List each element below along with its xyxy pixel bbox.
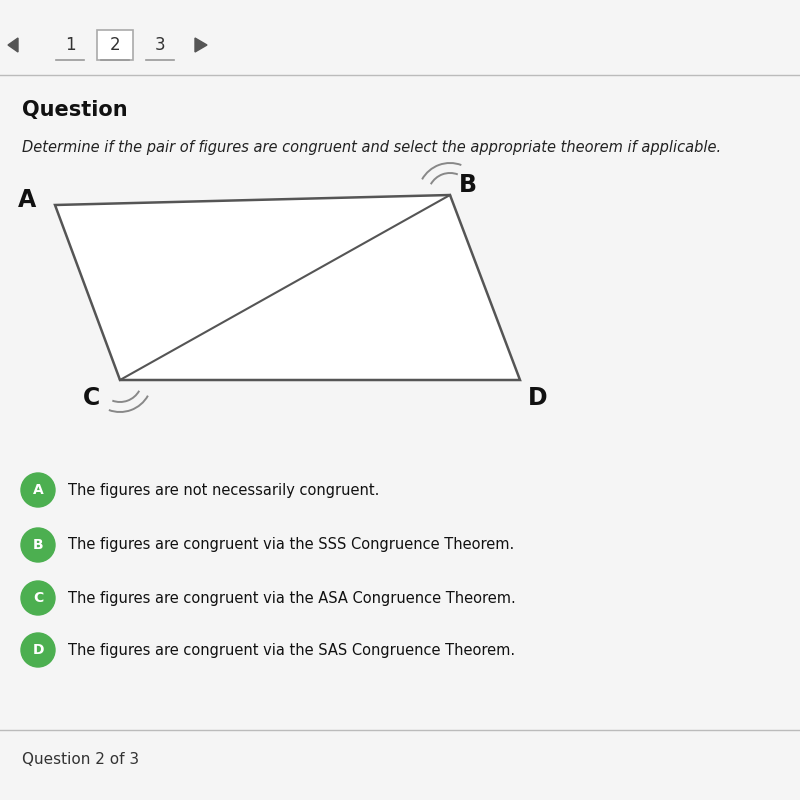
Polygon shape xyxy=(55,195,520,380)
Circle shape xyxy=(21,581,55,615)
Text: B: B xyxy=(459,173,477,197)
Text: 1: 1 xyxy=(65,36,75,54)
Circle shape xyxy=(21,633,55,667)
FancyBboxPatch shape xyxy=(97,30,133,60)
Text: D: D xyxy=(32,643,44,657)
Text: C: C xyxy=(83,386,101,410)
Text: C: C xyxy=(33,591,43,605)
Text: Question: Question xyxy=(22,100,128,120)
Polygon shape xyxy=(195,38,207,52)
Text: A: A xyxy=(33,483,43,497)
Text: A: A xyxy=(18,188,36,212)
Polygon shape xyxy=(8,38,18,52)
Text: 2: 2 xyxy=(110,36,120,54)
Text: B: B xyxy=(33,538,43,552)
Circle shape xyxy=(21,528,55,562)
Text: The figures are congruent via the SSS Congruence Theorem.: The figures are congruent via the SSS Co… xyxy=(68,538,514,553)
Text: D: D xyxy=(528,386,548,410)
Text: The figures are congruent via the SAS Congruence Theorem.: The figures are congruent via the SAS Co… xyxy=(68,642,515,658)
Text: 3: 3 xyxy=(154,36,166,54)
Text: Question 2 of 3: Question 2 of 3 xyxy=(22,753,139,767)
Text: Determine if the pair of figures are congruent and select the appropriate theore: Determine if the pair of figures are con… xyxy=(22,140,721,155)
Text: The figures are not necessarily congruent.: The figures are not necessarily congruen… xyxy=(68,482,379,498)
Text: The figures are congruent via the ASA Congruence Theorem.: The figures are congruent via the ASA Co… xyxy=(68,590,516,606)
Circle shape xyxy=(21,473,55,507)
